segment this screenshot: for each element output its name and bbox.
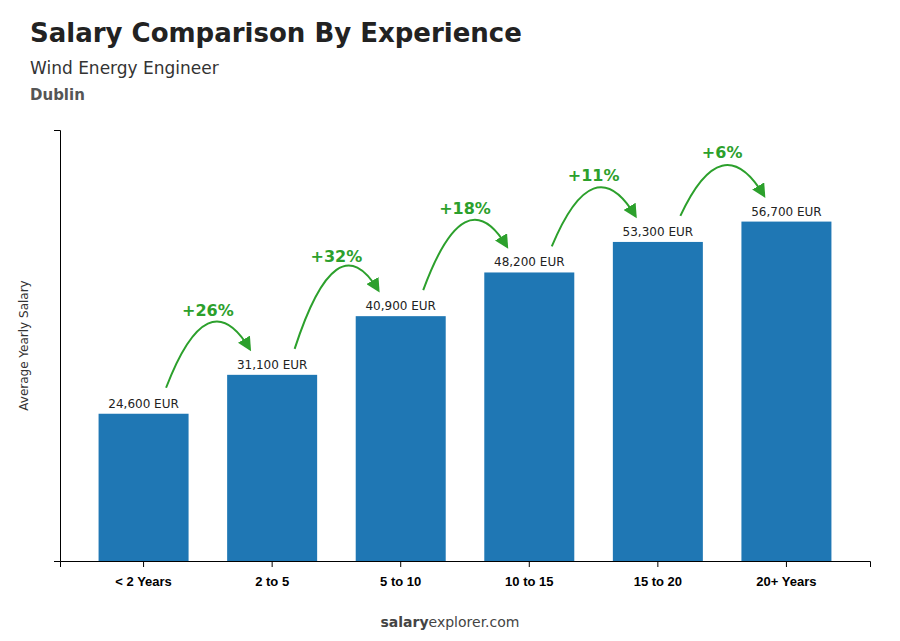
data-label: 53,300 EUR — [623, 225, 694, 239]
x-tick: 15 to 20 — [634, 561, 682, 589]
change-arrow — [295, 266, 379, 349]
chart: Salary Comparison By Experience Wind Ener… — [0, 0, 900, 641]
x-tick-label: < 2 Years — [115, 574, 172, 589]
bar — [484, 272, 574, 561]
bars — [99, 222, 832, 561]
x-tick-label: 10 to 15 — [505, 574, 553, 589]
data-label: 31,100 EUR — [237, 358, 308, 372]
subtitle: Dublin — [30, 86, 85, 104]
bar — [741, 222, 831, 561]
data-label: 24,600 EUR — [108, 397, 179, 411]
x-tick-mark — [786, 561, 787, 567]
subtitle: Wind Energy Engineer — [30, 58, 219, 78]
bar — [356, 316, 446, 561]
change-arrow — [552, 187, 636, 246]
x-axis-line — [61, 562, 871, 568]
y-axis-line — [54, 131, 61, 562]
change-arrow — [166, 321, 250, 387]
change-label: +18% — [439, 199, 491, 218]
x-tick-mark — [657, 561, 658, 567]
bar — [227, 375, 317, 561]
x-axis: < 2 Years 2 to 5 5 to 10 10 to 15 15 to 20 20… — [61, 561, 871, 589]
data-label: 40,900 EUR — [365, 299, 436, 313]
x-tick: 10 to 15 — [505, 561, 553, 589]
title: Salary Comparison By Experience — [30, 18, 522, 48]
data-label: 48,200 EUR — [494, 255, 565, 269]
change-arrow — [680, 165, 764, 216]
x-tick: 20+ Years — [756, 561, 816, 589]
bar — [99, 414, 189, 561]
x-tick-mark — [529, 561, 530, 567]
change-label: +6% — [702, 143, 743, 162]
x-tick-mark — [272, 561, 273, 567]
x-tick-label: 15 to 20 — [634, 574, 682, 589]
x-tick: 5 to 10 — [380, 561, 421, 589]
caption: salaryexplorer.com — [381, 614, 520, 630]
change-label: +32% — [311, 247, 363, 266]
annotations: +26% +32% +18% +11% +6% — [166, 143, 764, 388]
x-tick: 2 to 5 — [255, 561, 289, 589]
data-labels: 24,600 EUR 31,100 EUR 40,900 EUR 48,200 EUR… — [108, 205, 821, 411]
change-arrow — [423, 220, 507, 290]
x-tick-mark — [400, 561, 401, 567]
caption-part: salary — [381, 614, 429, 630]
x-tick-label: 2 to 5 — [255, 574, 289, 589]
y-axis-title: Average Yearly Salary — [17, 280, 31, 410]
caption-part: explorer.com — [429, 614, 520, 630]
data-label: 56,700 EUR — [751, 205, 822, 219]
y-axis — [54, 131, 61, 562]
bar — [613, 242, 703, 561]
x-tick-label: 20+ Years — [756, 574, 816, 589]
change-label: +26% — [182, 301, 234, 320]
change-label: +11% — [568, 166, 620, 185]
x-tick-mark — [143, 561, 144, 567]
x-tick-label: 5 to 10 — [380, 574, 421, 589]
x-tick: < 2 Years — [115, 561, 172, 589]
